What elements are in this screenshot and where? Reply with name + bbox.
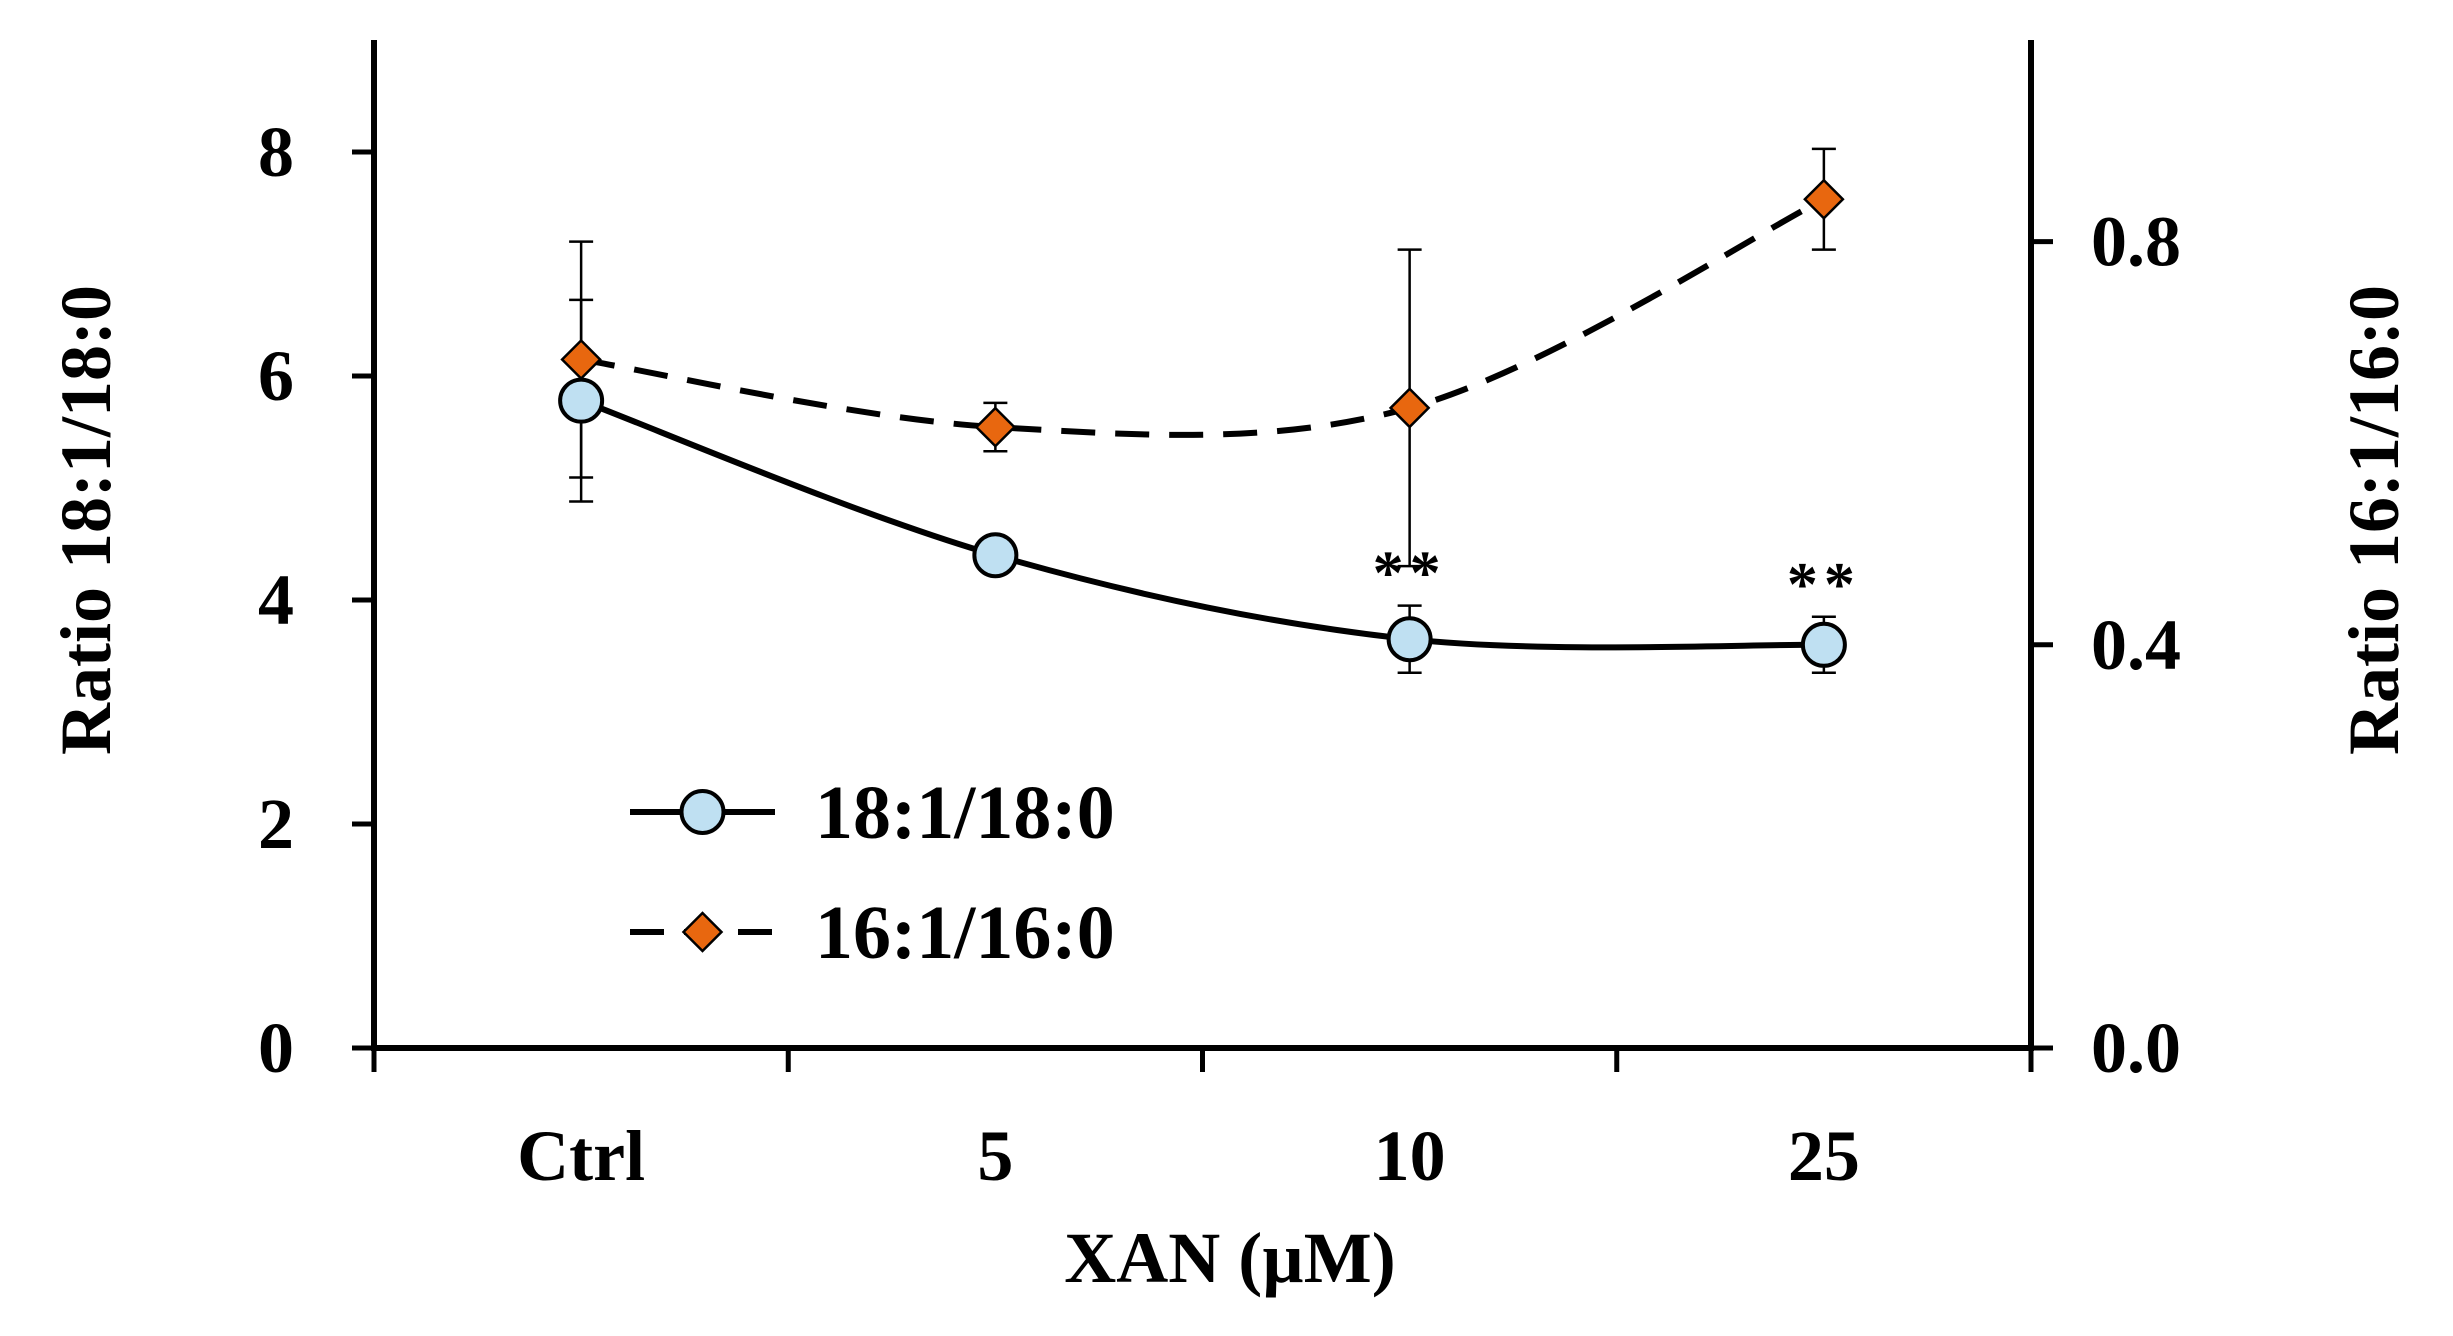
y-tick-label-right: 0.4 — [2091, 605, 2181, 685]
error-bars — [569, 147, 1836, 675]
legend-18-1-18-0-marker — [679, 789, 726, 835]
y-tick-label-right: 0.8 — [2091, 202, 2181, 282]
markers — [558, 178, 1847, 668]
series-18-1-18-0-line — [580, 397, 1824, 651]
series-16-1-16-0-point — [560, 338, 602, 381]
x-tick-label: Ctrl — [517, 1116, 645, 1196]
y-tick-label-left: 8 — [258, 112, 294, 192]
x-tick-label: 5 — [977, 1116, 1013, 1196]
series-16-1-16-0-point — [1803, 178, 1845, 221]
y-tick-label-left: 2 — [258, 784, 294, 864]
legend-16-1-16-0-label: 16:1/16:0 — [815, 891, 1115, 975]
y-tick-label-left: 4 — [258, 560, 294, 640]
y-tick-label-right: 0.0 — [2091, 1008, 2181, 1088]
x-axis-label: XAN (µM) — [1064, 1218, 1395, 1298]
annotations: ** ** — [1373, 540, 1861, 619]
legend-16-1-16-0-marker — [681, 911, 724, 953]
series-16-1-16-0-point — [1388, 387, 1431, 429]
y-axis-label-left: Ratio 18:1/18:0 — [46, 285, 126, 755]
x-tick-label: 25 — [1788, 1116, 1860, 1196]
series-16-1-16-0-point — [974, 406, 1017, 448]
series-18-1-18-0-point — [1386, 616, 1433, 663]
x-tick-label: 10 — [1374, 1116, 1446, 1196]
y-axis-label-right: Ratio 16:1/16:0 — [2334, 285, 2414, 755]
axes — [371, 40, 2034, 1051]
series-18-1-18-0-point — [558, 377, 605, 424]
series-lines — [580, 196, 1826, 651]
series-18-1-18-0-point — [972, 532, 1019, 579]
legend-18-1-18-0-label: 18:1/18:0 — [815, 771, 1115, 855]
y-tick-label-left: 6 — [258, 336, 294, 416]
ticks: Ctrl 5 10 25 0 2 4 6 8 0.0 0.4 0.8 — [258, 112, 2181, 1196]
series-16-1-16-0-line — [580, 196, 1826, 438]
series-18-1-18-0-point — [1800, 621, 1847, 668]
significance-label: ** — [1373, 540, 1447, 608]
legend: 18:1/18:0 16:1/16:0 — [630, 771, 1115, 975]
y-tick-label-left: 0 — [258, 1008, 294, 1088]
significance-label: ** — [1787, 551, 1861, 619]
